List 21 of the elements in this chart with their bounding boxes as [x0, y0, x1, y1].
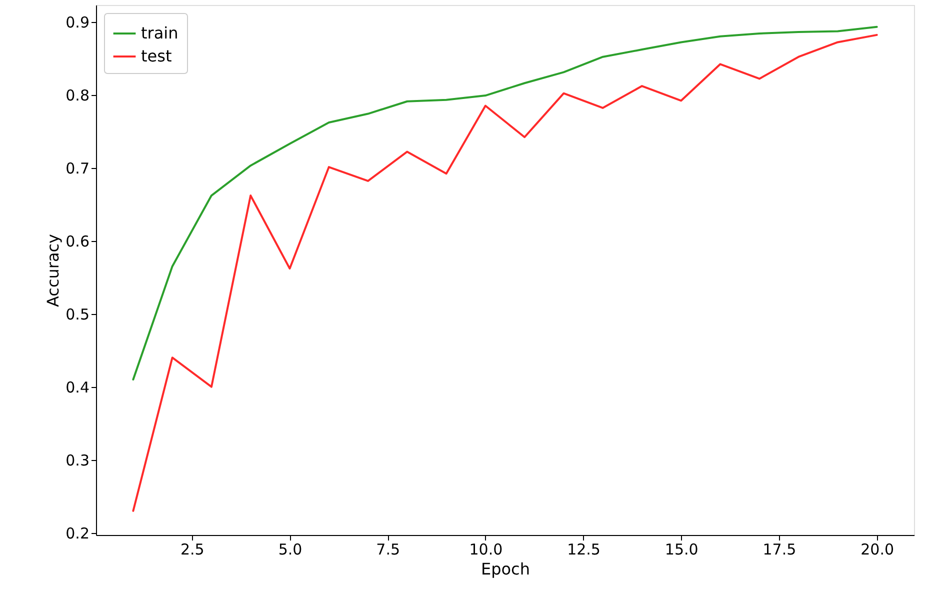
y-tick-label: 0.2: [66, 524, 90, 542]
x-tick-label: 5.0: [278, 540, 302, 558]
y-tick-label: 0.4: [66, 378, 90, 396]
x-tick-label: 12.5: [567, 540, 600, 558]
y-axis-title: Accuracy: [44, 234, 63, 308]
legend-label: train: [141, 24, 178, 42]
y-tick-label: 0.9: [66, 13, 90, 32]
x-tick-label: 20.0: [860, 540, 894, 558]
y-tick-label: 0.5: [66, 305, 90, 324]
y-tick-label: 0.8: [66, 86, 90, 104]
x-axis-title: Epoch: [481, 560, 530, 578]
y-tick-label: 0.3: [66, 451, 90, 470]
line-series: [132, 26, 878, 381]
x-tick-label: 15.0: [664, 540, 698, 558]
legend-label: test: [141, 46, 172, 66]
y-tick-label: 0.7: [66, 159, 90, 178]
x-tick-label: 17.5: [762, 540, 796, 558]
x-tick-label: 2.5: [180, 540, 204, 558]
x-tick-label: 10.0: [469, 540, 503, 558]
y-tick-label: 0.6: [66, 232, 90, 250]
x-tick-label: 7.5: [376, 540, 400, 558]
